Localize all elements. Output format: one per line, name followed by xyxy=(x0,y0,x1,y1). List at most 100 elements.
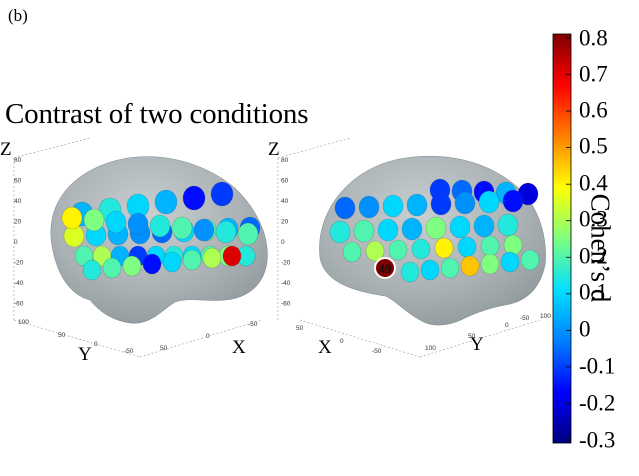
channel-marker xyxy=(342,241,362,263)
z-tick: 80 xyxy=(281,157,289,164)
channel-marker xyxy=(411,238,431,260)
channel-marker xyxy=(401,217,423,241)
channel-marker xyxy=(520,249,540,271)
left-y-tick: -50 xyxy=(124,348,134,355)
right-axes-frame xyxy=(277,137,541,358)
channel-marker xyxy=(202,247,222,269)
right-x-ticks: 50 0 -50 100 xyxy=(296,313,551,355)
colorbar-tick: 0.6 xyxy=(579,97,608,123)
right-x-tick: 100 xyxy=(540,313,551,320)
left-x-ticks: 50 0 -50 xyxy=(160,321,258,352)
channel-marker xyxy=(222,245,242,267)
channel-marker xyxy=(480,235,500,257)
channel-marker xyxy=(182,249,202,271)
channel-marker xyxy=(382,194,404,218)
channel-marker xyxy=(105,210,127,234)
z-tick: 20 xyxy=(14,219,22,226)
colorbar-tick: 0.5 xyxy=(579,133,608,159)
colorbar-tick: 0.2 xyxy=(579,243,608,269)
left-x-tick: 0 xyxy=(206,333,210,340)
right-channel-markers xyxy=(329,178,540,283)
channel-marker xyxy=(210,181,234,207)
channel-marker xyxy=(430,192,452,216)
highlight-channel-marker: 49 xyxy=(374,257,396,279)
z-tick: 20 xyxy=(281,219,289,226)
channel-marker xyxy=(473,214,495,238)
right-y-tick: 0 xyxy=(505,322,509,329)
channel-marker xyxy=(434,237,454,259)
channel-marker xyxy=(154,189,178,215)
right-y-tick: 100 xyxy=(425,345,436,352)
channel-marker xyxy=(142,253,162,275)
right-y-tick: -50 xyxy=(520,315,530,322)
z-tick: -20 xyxy=(14,260,24,267)
channel-marker xyxy=(480,253,500,275)
colorbar-tick: 0.7 xyxy=(579,61,608,87)
z-tick: 0 xyxy=(281,239,285,246)
left-y-tick: 100 xyxy=(18,319,29,326)
channel-marker xyxy=(149,214,171,238)
z-tick: -60 xyxy=(14,301,24,308)
colorbar-label: Cohen’s d xyxy=(585,193,616,303)
channel-marker xyxy=(358,195,380,219)
left-y-ticks: 100 50 0 -50 xyxy=(18,319,134,355)
channel-marker xyxy=(83,208,105,232)
channel-marker xyxy=(334,196,356,220)
left-x-axis-label: X xyxy=(232,337,246,358)
channel-marker xyxy=(388,239,408,261)
right-brain-view: 49 Z X Y 80 60 40 20 0 -20 -40 -60 50 0 -50 100… xyxy=(268,137,551,358)
channel-marker xyxy=(162,251,182,273)
channel-marker xyxy=(425,216,447,240)
z-tick: -40 xyxy=(281,280,291,287)
channel-marker xyxy=(503,234,523,256)
channel-marker xyxy=(127,212,149,236)
z-tick: 40 xyxy=(281,198,289,205)
channel-marker xyxy=(377,218,399,242)
colorbar-tick: -0.2 xyxy=(579,390,616,416)
highlight-channel-label: 49 xyxy=(379,261,393,276)
channel-marker xyxy=(502,189,524,213)
colorbar-tick-marks xyxy=(566,37,571,441)
z-tick: 60 xyxy=(281,178,289,185)
channel-marker xyxy=(420,259,440,281)
left-channel-markers xyxy=(61,181,261,281)
z-tick: -20 xyxy=(281,260,291,267)
panel-label: (b) xyxy=(8,6,28,25)
channel-marker xyxy=(460,255,480,277)
channel-marker xyxy=(400,261,420,283)
right-y-axis-label: Y xyxy=(470,334,484,355)
colorbar-tick: 0.3 xyxy=(579,206,608,232)
colorbar-tick: 0.8 xyxy=(579,25,608,51)
left-x-tick: 50 xyxy=(160,345,168,352)
colorbar-tick: 0.4 xyxy=(579,170,608,196)
channel-marker xyxy=(353,219,375,243)
channel-marker xyxy=(122,255,142,277)
channel-marker xyxy=(454,191,476,215)
channel-marker xyxy=(215,220,237,244)
right-x-tick: -50 xyxy=(372,348,382,355)
left-y-tick: 50 xyxy=(58,332,66,339)
colorbar-tick: -0.3 xyxy=(579,427,616,453)
z-tick: 40 xyxy=(14,198,22,205)
right-y-ticks: 100 50 0 -50 xyxy=(425,315,530,352)
right-y-tick: 50 xyxy=(468,333,476,340)
right-x-tick: 50 xyxy=(296,325,304,332)
right-x-axis-label: X xyxy=(318,337,332,358)
channel-marker xyxy=(237,222,259,246)
colorbar-ticks: 0.8 0.7 0.6 0.5 0.4 0.3 0.2 0.1 0 -0.1 -… xyxy=(579,0,639,476)
figure-title: Contrast of two conditions xyxy=(5,98,309,130)
colorbar-tick: 0.1 xyxy=(579,279,608,305)
z-tick: -60 xyxy=(281,301,291,308)
left-y-axis-label: Y xyxy=(78,344,92,365)
z-tick: 60 xyxy=(14,178,22,185)
left-axes-frame xyxy=(13,137,263,358)
channel-marker xyxy=(500,251,520,273)
channel-marker xyxy=(102,257,122,279)
channel-marker xyxy=(406,193,428,217)
right-z-axis-label: Z xyxy=(268,139,280,160)
left-x-tick: -50 xyxy=(248,321,258,328)
channel-marker xyxy=(193,218,215,242)
channel-marker xyxy=(182,185,206,211)
z-tick: 0 xyxy=(14,239,18,246)
